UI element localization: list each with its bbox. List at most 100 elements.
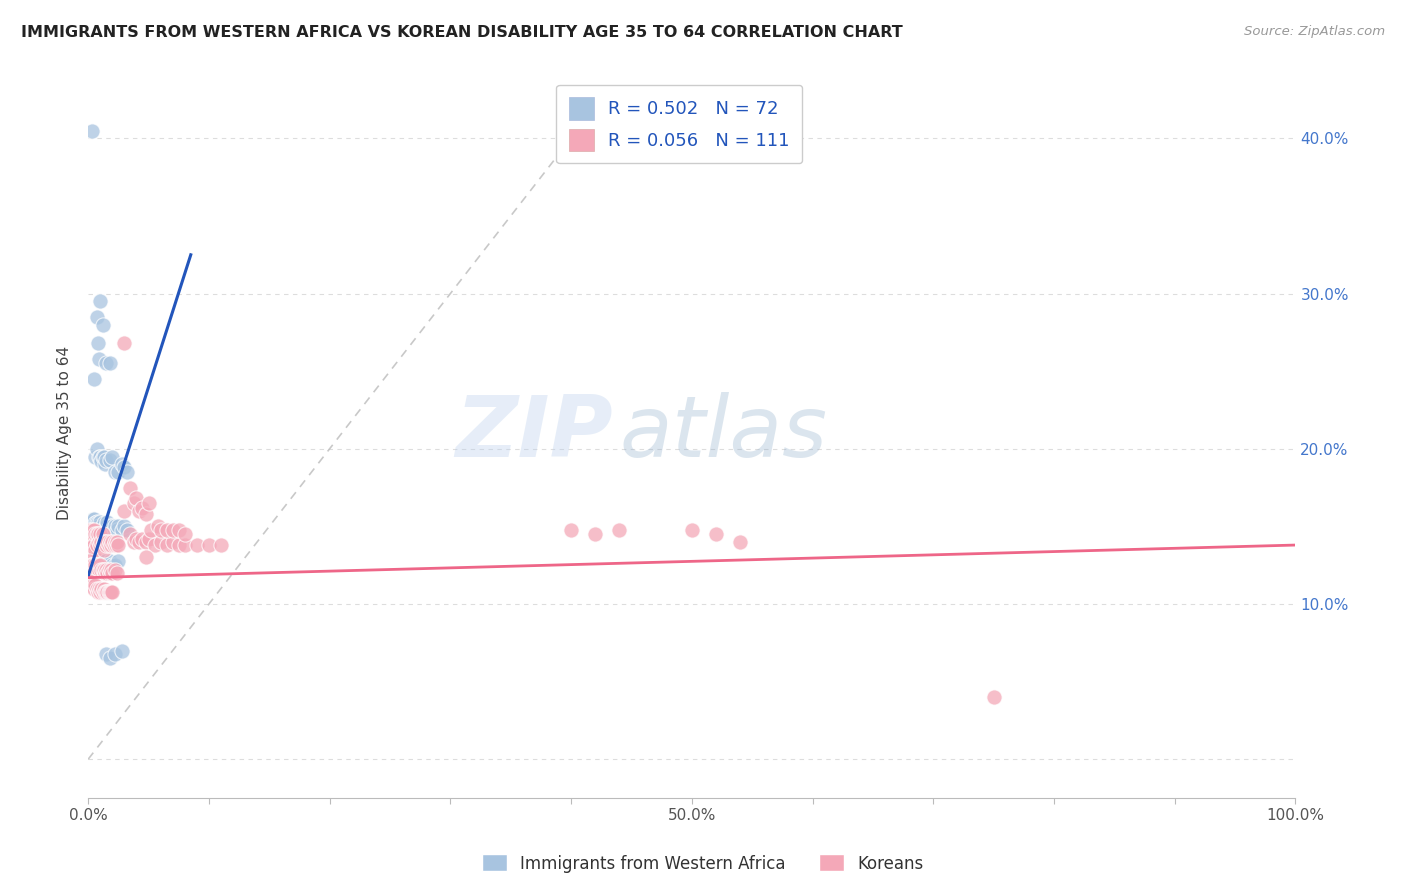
Point: [107, 553, 129, 567]
Point: [94, 523, 117, 537]
Point: [209, 538, 232, 552]
Point: [79, 519, 101, 533]
Point: [82, 542, 104, 557]
Point: [89, 553, 111, 567]
Point: [83, 519, 105, 533]
Point: [94, 535, 117, 549]
Point: [98, 566, 121, 580]
Point: [82, 578, 104, 592]
Point: [84, 523, 107, 537]
Point: [87, 516, 110, 531]
Text: ZIP: ZIP: [456, 392, 613, 475]
Point: [93, 523, 115, 537]
Point: [79, 538, 101, 552]
Point: [162, 523, 184, 537]
Point: [149, 523, 172, 537]
Point: [84, 450, 107, 464]
Point: [148, 519, 170, 533]
Point: [704, 527, 727, 541]
Point: [98, 553, 121, 567]
Point: [101, 566, 124, 580]
Point: [101, 584, 124, 599]
Point: [156, 538, 179, 552]
Point: [80, 535, 103, 549]
Point: [101, 450, 124, 464]
Point: [96, 523, 118, 537]
Point: [79, 558, 101, 573]
Text: Source: ZipAtlas.com: Source: ZipAtlas.com: [1244, 25, 1385, 38]
Point: [112, 336, 135, 351]
Point: [120, 527, 142, 541]
Point: [93, 450, 115, 464]
Point: [560, 523, 582, 537]
Point: [83, 582, 105, 596]
Point: [82, 558, 104, 573]
Point: [96, 558, 118, 573]
Point: [80, 558, 103, 573]
Point: [89, 527, 111, 541]
Point: [89, 538, 111, 552]
Point: [107, 538, 129, 552]
Point: [83, 538, 105, 552]
Point: [80, 578, 103, 592]
Point: [101, 535, 124, 549]
Point: [128, 535, 150, 549]
Point: [156, 523, 179, 537]
Point: [111, 458, 134, 472]
Point: [79, 578, 101, 592]
Text: atlas: atlas: [620, 392, 827, 475]
Point: [86, 527, 108, 541]
Point: [101, 519, 124, 533]
Point: [115, 465, 138, 479]
Point: [173, 538, 195, 552]
Point: [91, 563, 114, 577]
Point: [87, 523, 110, 537]
Legend: R = 0.502   N = 72, R = 0.056   N = 111: R = 0.502 N = 72, R = 0.056 N = 111: [555, 85, 803, 163]
Point: [86, 515, 108, 529]
Point: [100, 584, 122, 599]
Point: [97, 563, 120, 577]
Point: [97, 523, 120, 537]
Point: [100, 563, 122, 577]
Point: [96, 519, 118, 533]
Point: [83, 563, 105, 577]
Point: [86, 563, 108, 577]
Point: [96, 515, 118, 529]
Point: [86, 538, 108, 552]
Point: [96, 356, 118, 370]
Point: [112, 504, 135, 518]
Point: [167, 523, 190, 537]
Point: [93, 582, 115, 596]
Point: [135, 550, 157, 565]
Point: [93, 516, 115, 531]
Point: [90, 582, 112, 596]
Point: [98, 535, 121, 549]
Point: [104, 535, 127, 549]
Point: [167, 538, 190, 552]
Point: [96, 535, 118, 549]
Point: [105, 535, 128, 549]
Point: [82, 511, 104, 525]
Point: [86, 310, 108, 324]
Point: [173, 527, 195, 541]
Point: [98, 584, 121, 599]
Point: [87, 584, 110, 599]
Point: [107, 465, 129, 479]
Point: [125, 491, 148, 506]
Point: [87, 351, 110, 366]
Point: [86, 442, 108, 456]
Point: [87, 450, 110, 464]
Point: [96, 584, 118, 599]
Point: [100, 538, 122, 552]
Point: [79, 574, 101, 588]
Point: [983, 690, 1005, 705]
Point: [91, 527, 114, 541]
Point: [94, 566, 117, 580]
Point: [97, 584, 120, 599]
Point: [94, 458, 117, 472]
Point: [96, 452, 118, 467]
Point: [128, 504, 150, 518]
Point: [103, 538, 125, 552]
Point: [82, 523, 104, 537]
Point: [198, 538, 221, 552]
